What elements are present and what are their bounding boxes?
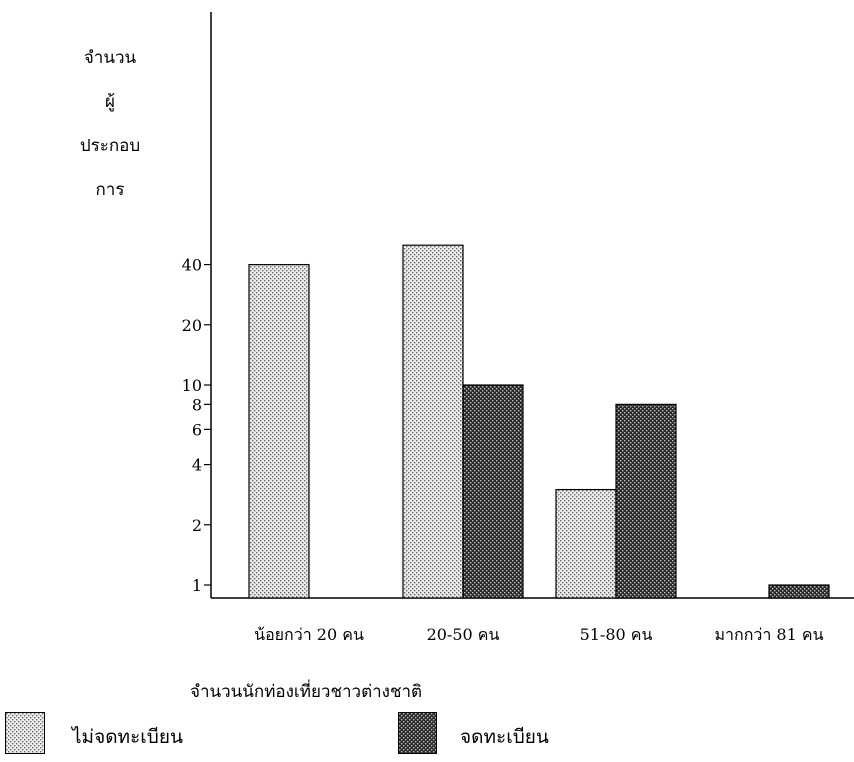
bar-unregistered	[402, 244, 464, 599]
y-tick-label: 10	[182, 376, 202, 395]
y-ticks: 1 2 4 6 810 20 40	[182, 256, 211, 595]
legend-label-registered: จดทะเบียน	[460, 726, 549, 748]
y-tick-label: 1	[192, 576, 202, 595]
bars	[248, 244, 830, 599]
x-tick-label: 51-80 คน	[580, 625, 653, 644]
legend-swatch-unregistered	[5, 712, 45, 754]
x-tick-label: มากกว่า 81 คน	[714, 625, 823, 644]
y-axis-label-line-4: การ	[95, 180, 125, 200]
y-tick-label: 4	[192, 456, 202, 475]
y-axis-label-line-3: ประกอบ	[79, 136, 141, 156]
y-tick-label: 8	[192, 395, 202, 414]
bar-unregistered	[248, 263, 310, 599]
bar-unregistered	[555, 488, 617, 599]
y-axis-label-line-1: จำนวน	[83, 48, 137, 68]
bar-registered	[615, 403, 677, 599]
x-tick-labels: น้อยกว่า 20 คน 20-50 คน 51-80 คน มากกว่า 81…	[254, 625, 823, 644]
x-tick-label: น้อยกว่า 20 คน	[254, 625, 364, 644]
y-tick-label: 6	[192, 420, 202, 439]
y-tick-label: 20	[182, 316, 202, 335]
bar-registered	[768, 584, 830, 599]
y-tick-label: 2	[192, 516, 202, 535]
x-axis-label: จำนวนนักท่องเที่ยวชาวต่างชาติ	[190, 682, 423, 702]
bar-registered	[462, 384, 524, 599]
legend-swatch-registered	[398, 712, 437, 754]
y-tick-label: 40	[182, 256, 202, 275]
x-tick-label: 20-50 คน	[427, 625, 500, 644]
y-axis-label-line-2: ผู้	[105, 92, 115, 112]
legend-label-unregistered: ไม่จดทะเบียน	[72, 726, 183, 748]
axes	[210, 12, 854, 599]
